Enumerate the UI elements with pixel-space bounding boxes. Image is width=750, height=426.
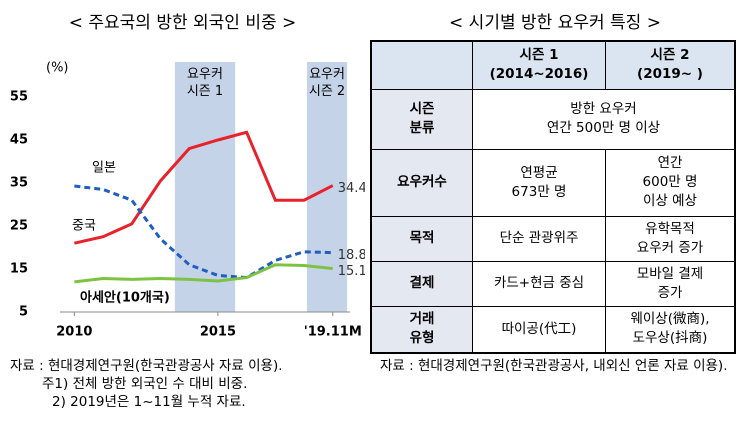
x-tick-label: '19.11M	[304, 325, 362, 340]
y-tick-label: 25	[10, 219, 28, 234]
x-tick-label: 2015	[200, 325, 236, 340]
y-unit: (%)	[46, 61, 69, 76]
y-tick-label: 15	[10, 262, 28, 277]
end-value-label: 15.1	[338, 264, 365, 279]
y-tick-label: 5	[19, 305, 28, 320]
corner	[370, 40, 473, 90]
season-band	[174, 62, 236, 312]
chart-title: < 주요국의 방한 외국인 비중 >	[68, 13, 297, 33]
note: 주1) 전체 방한 외국인 수 대비 비중.	[42, 376, 248, 392]
series-line	[74, 130, 334, 245]
row-label: 요우커수	[370, 148, 473, 217]
y-tick-label: 35	[10, 176, 28, 191]
cell: 따이공(代工)	[472, 305, 606, 354]
row-label: 시즌 분류	[370, 88, 473, 150]
band-label-line: 요우커	[187, 67, 223, 82]
note: 2) 2019년은 1~11월 누적 자료.	[52, 394, 246, 410]
table: 시즌 1 (2014~2016) 시즌 2 (2019~ ) 시즌 분류 방한 요우…	[370, 40, 736, 354]
series-name: 중국	[72, 219, 96, 234]
series-name: 아세안(10개국)	[80, 289, 170, 305]
series-line	[74, 184, 333, 280]
cell: 웨이상(微商), 도우상(抖商)	[605, 305, 736, 354]
row-label: 거래 유형	[370, 305, 473, 354]
source: 자료 : 현대경제연구원(한국관광공사, 내외신 언론 자료 이용).	[380, 358, 728, 374]
cell: 유학목적 요우커 증가	[605, 215, 736, 262]
notes: 자료 : 현대경제연구원(한국관광공사 자료 이용). 주1) 전체 방한 외국…	[10, 357, 283, 411]
cell: 단순 관광위주	[472, 215, 606, 262]
end-value-label: 34.4	[338, 181, 365, 196]
cell: 방한 요우커 연간 500만 명 이상	[472, 88, 736, 150]
cell: 연간 600만 명 이상 예상	[605, 148, 736, 217]
band-label-line: 시즌 2	[309, 84, 345, 99]
end-value-label: 18.8	[338, 248, 365, 263]
band-label-line: 시즌 1	[187, 84, 223, 99]
cell: 카드+현금 중심	[472, 260, 606, 307]
series-name: 일본	[92, 160, 116, 175]
cell: 모바일 결제 증가	[605, 260, 736, 307]
header-cell: 시즌 2 (2019~ )	[605, 40, 736, 90]
y-tick-label: 55	[10, 90, 28, 105]
row-label: 목적	[370, 215, 473, 262]
x-tick-label: 2010	[56, 325, 92, 340]
band-label-line: 요우커	[309, 67, 345, 82]
cell: 연평균 673만 명	[472, 148, 606, 217]
series-line	[74, 263, 333, 284]
header-cell: 시즌 1 (2014~2016)	[472, 40, 606, 90]
table-title: < 시기별 방한 요우커 특징 >	[449, 13, 661, 33]
y-tick-label: 45	[10, 133, 28, 148]
note: 자료 : 현대경제연구원(한국관광공사 자료 이용).	[10, 358, 283, 374]
row-label: 결제	[370, 260, 473, 307]
